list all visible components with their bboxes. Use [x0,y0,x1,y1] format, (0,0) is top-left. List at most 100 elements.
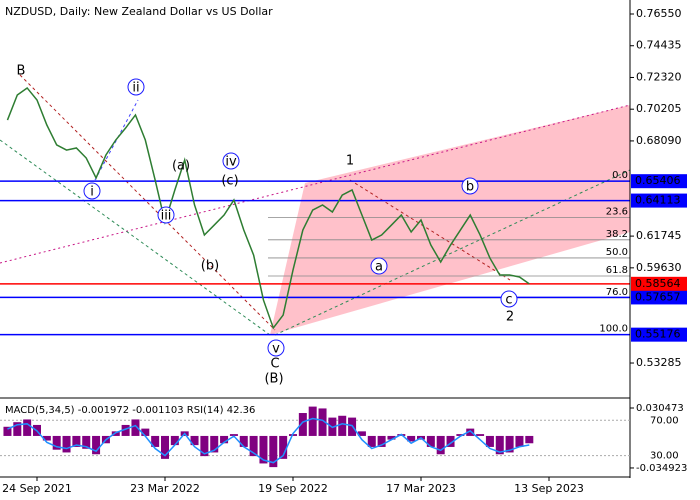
macd-bar [200,435,209,457]
wave-label: i [90,185,94,200]
wave-label: B [17,64,26,79]
macd-bar [3,426,12,436]
macd-bar [485,435,494,447]
macd-bar [367,435,376,447]
wave-label: (B) [264,372,283,387]
macd-bar [62,435,71,453]
macd-bar [377,435,386,447]
y-tick-label: 0.61745 [636,229,682,242]
wave-circle [267,339,285,357]
level-box [631,327,687,342]
macd-bar [239,435,248,447]
x-tick-label: 24 Sep 2021 [2,482,72,495]
level-label: 0.64113 [635,194,681,207]
wave-line [274,169,631,336]
fib-label: 100.0 [599,324,628,335]
macd-bar [446,435,455,447]
x-tick-label: 19 Sep 2022 [258,482,328,495]
macd-bar [456,434,465,436]
fib-label: 0.0 [612,170,628,181]
level-label: 0.55176 [635,328,681,341]
x-tick-label: 23 Mar 2022 [130,482,200,495]
y-tick-label: 0.030473 [636,403,684,414]
rsi-line [7,417,530,464]
y-tick-label: 0.76550 [636,7,682,20]
macd-bar [495,435,504,455]
chart-title: NZDUSD, Daily: New Zealand Dollar vs US … [5,5,273,18]
wave-line [349,179,511,281]
macd-bar [151,435,160,447]
wave-circle [127,78,145,96]
wave-circle [157,206,175,224]
level-box [631,174,687,189]
macd-bar [407,435,416,442]
macd-bar [13,422,22,436]
level-box [631,193,687,208]
fib-label: 23.6 [606,206,628,217]
macd-bar [525,435,534,444]
level-box [631,290,687,305]
macd-bar [387,435,396,440]
fib-label: 38.2 [606,229,628,240]
macd-bar [82,435,91,449]
macd-bar [466,428,475,436]
macd-bar [259,435,268,464]
macd-bar [210,435,219,453]
y-tick-label: 0.72320 [636,70,682,83]
trend-channel [270,105,630,335]
wave-label: (a) [172,159,190,174]
macd-bar [220,435,229,444]
x-tick-label: 17 Mar 2023 [386,482,456,495]
y2-tick-label: 30.00 [650,451,679,462]
wave-label: ii [132,81,139,96]
y-tick-label: 0.68090 [636,134,682,147]
level-label: 0.57657 [635,290,681,303]
price-line [6,86,530,330]
y2-tick-label: 70.00 [650,415,679,426]
macd-bar [515,435,524,447]
wave-label: 2 [506,310,514,325]
wave-label: 1 [346,154,354,169]
macd-bar [308,406,317,436]
macd-bar [111,431,120,436]
wave-label: (c) [221,174,238,189]
macd-bar [131,419,140,436]
wave-line [0,139,271,336]
y-tick-label: -0.034923 [636,463,687,474]
macd-bar [161,435,169,459]
wave-circle [83,182,101,200]
wave-circle [461,177,479,195]
wave-label: a [375,260,383,275]
macd-bar [141,428,150,436]
wave-circle [500,290,518,308]
macd-bar [52,435,61,450]
macd-bar [190,435,199,446]
wave-label: v [272,342,280,357]
macd-bar [42,435,51,441]
macd-bar [23,419,32,436]
macd-bar [170,435,179,446]
wave-label: iii [161,209,172,224]
indicator-title: MACD(5,34,5) -0.001972 -0.001103 RSI(14)… [5,405,255,416]
macd-bar [318,408,327,436]
fib-label: 61.8 [606,265,628,276]
level-label: 0.65406 [635,174,681,187]
y-tick-label: 0.74435 [636,39,682,52]
wave-label: b [466,180,474,195]
macd-bar [338,415,347,436]
macd-bar [249,435,258,457]
macd-bar [426,435,435,447]
macd-bar [72,435,81,447]
macd-bar [357,431,366,436]
y-tick-label: 0.70205 [636,102,682,115]
macd-bar [436,435,445,455]
y-tick-label: 0.53285 [636,356,682,369]
wave-label: c [505,293,512,308]
macd-bar [279,435,288,459]
last-price-box [631,276,687,291]
macd-bar [229,434,238,436]
wave-circle [370,257,388,275]
wave-label: iv [225,155,237,170]
macd-bar [121,424,130,436]
